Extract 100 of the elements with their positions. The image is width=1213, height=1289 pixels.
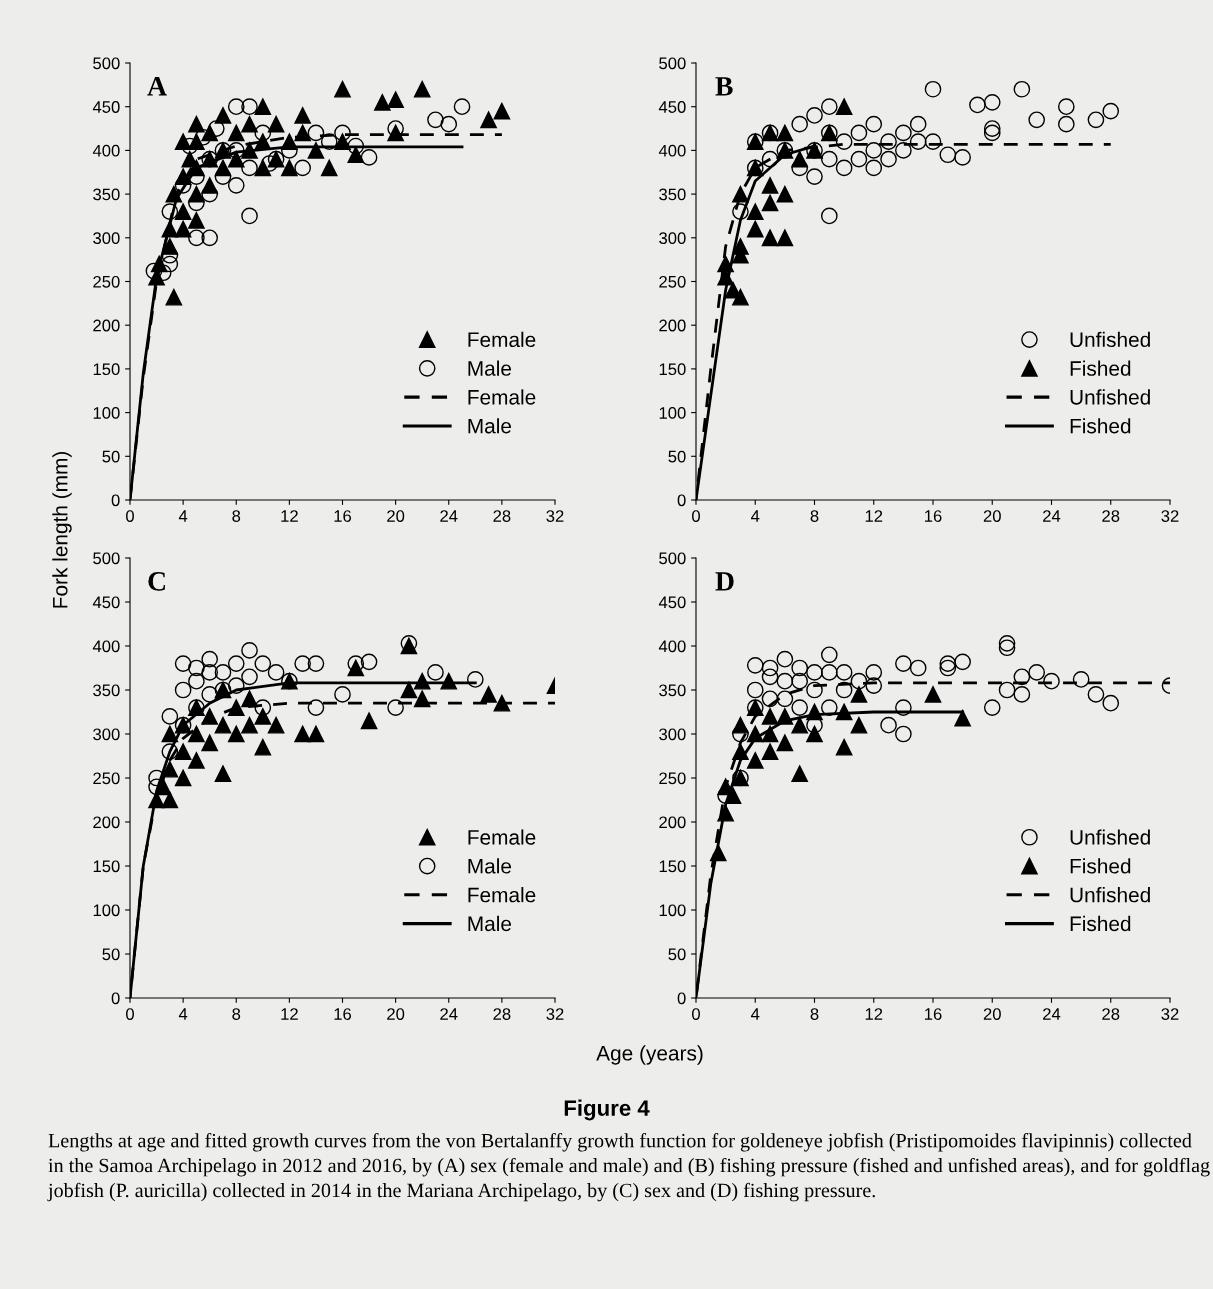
x-tick-label: 12	[281, 510, 298, 522]
y-tick-label: 400	[658, 640, 686, 653]
point	[360, 712, 378, 730]
annotation: D	[715, 572, 734, 591]
x-tick-label: 24	[440, 1008, 458, 1020]
point	[969, 96, 986, 114]
point	[148, 769, 165, 787]
x-tick-label: 0	[692, 1008, 700, 1020]
x-tick-label: 32	[1161, 1008, 1179, 1020]
point	[1102, 694, 1120, 712]
point	[307, 699, 325, 716]
y-tick-label: 200	[93, 816, 120, 829]
point	[387, 91, 404, 109]
x-tick-label: 4	[178, 1008, 188, 1020]
point	[865, 115, 883, 133]
y-tick-label: 450	[92, 101, 120, 113]
y-tick-label: 450	[658, 596, 686, 609]
point	[241, 716, 258, 734]
point	[850, 124, 868, 142]
point	[761, 177, 779, 194]
point	[227, 725, 245, 743]
point	[480, 111, 497, 129]
point	[909, 659, 927, 677]
point	[188, 211, 205, 229]
point	[895, 699, 912, 716]
point	[241, 159, 258, 177]
point	[241, 98, 258, 116]
point	[924, 80, 942, 98]
point	[850, 150, 868, 168]
legend-label: Fished	[1070, 915, 1131, 932]
point	[241, 207, 258, 225]
y-tick-label: 400	[92, 640, 120, 653]
point	[360, 149, 378, 166]
point	[732, 716, 749, 734]
y-tick-label: 250	[93, 275, 120, 288]
point	[267, 115, 285, 133]
x-tick-label: 20	[387, 1008, 405, 1020]
point	[998, 635, 1016, 652]
legend-label: Unfished	[1070, 389, 1150, 405]
y-tick-label: 450	[92, 596, 120, 609]
point	[806, 664, 823, 681]
point	[909, 133, 927, 150]
point	[865, 664, 883, 681]
point	[241, 642, 258, 659]
point	[1028, 664, 1046, 681]
point	[334, 124, 351, 142]
legend-label: Unfished	[1070, 887, 1150, 903]
y-tick-label: 150	[93, 860, 120, 873]
point	[320, 159, 338, 177]
point	[453, 98, 471, 116]
x-tick-label: 32	[546, 1008, 564, 1020]
point	[201, 229, 219, 247]
text: Figure 4	[564, 1099, 650, 1121]
point	[174, 655, 192, 672]
y-tick-label: 0	[677, 992, 686, 1005]
point	[334, 686, 351, 703]
y-tick-label: 500	[93, 57, 120, 70]
point	[1028, 111, 1046, 129]
point	[761, 743, 779, 760]
point	[188, 752, 205, 769]
x-tick-label: 28	[1102, 510, 1120, 522]
point	[254, 124, 272, 142]
point	[776, 672, 794, 690]
point	[227, 677, 245, 694]
point	[761, 690, 779, 708]
point	[939, 146, 957, 164]
point	[161, 255, 179, 273]
point	[493, 694, 511, 712]
x-tick-label: 28	[493, 1008, 511, 1020]
point	[939, 655, 957, 672]
x-tick-label: 0	[692, 510, 700, 522]
point	[895, 142, 912, 159]
point	[880, 150, 897, 168]
point	[227, 142, 245, 159]
x-tick-label: 4	[178, 510, 188, 522]
point	[188, 115, 205, 133]
x-tick-label: 24	[1043, 510, 1061, 522]
x-tick-label: 20	[983, 510, 1001, 522]
annotation: B	[715, 77, 733, 96]
point	[791, 672, 809, 690]
legend-label: Unfished	[1070, 829, 1150, 845]
point	[347, 137, 365, 155]
point	[227, 124, 245, 142]
point	[983, 699, 1001, 716]
point	[294, 159, 311, 177]
point	[850, 716, 868, 734]
y-tick-label: 400	[658, 144, 686, 157]
y-tick-label: 150	[659, 363, 686, 376]
point	[1013, 686, 1031, 703]
x-tick-label: 4	[751, 510, 760, 522]
point	[835, 133, 853, 150]
point	[201, 650, 219, 668]
x-tick-label: 32	[1161, 510, 1179, 522]
point	[267, 664, 285, 681]
point	[776, 124, 794, 142]
x-tick-label: 0	[126, 510, 134, 522]
point	[865, 159, 883, 177]
point	[1057, 115, 1075, 133]
legend-label: Male	[468, 858, 512, 874]
point	[835, 98, 853, 116]
